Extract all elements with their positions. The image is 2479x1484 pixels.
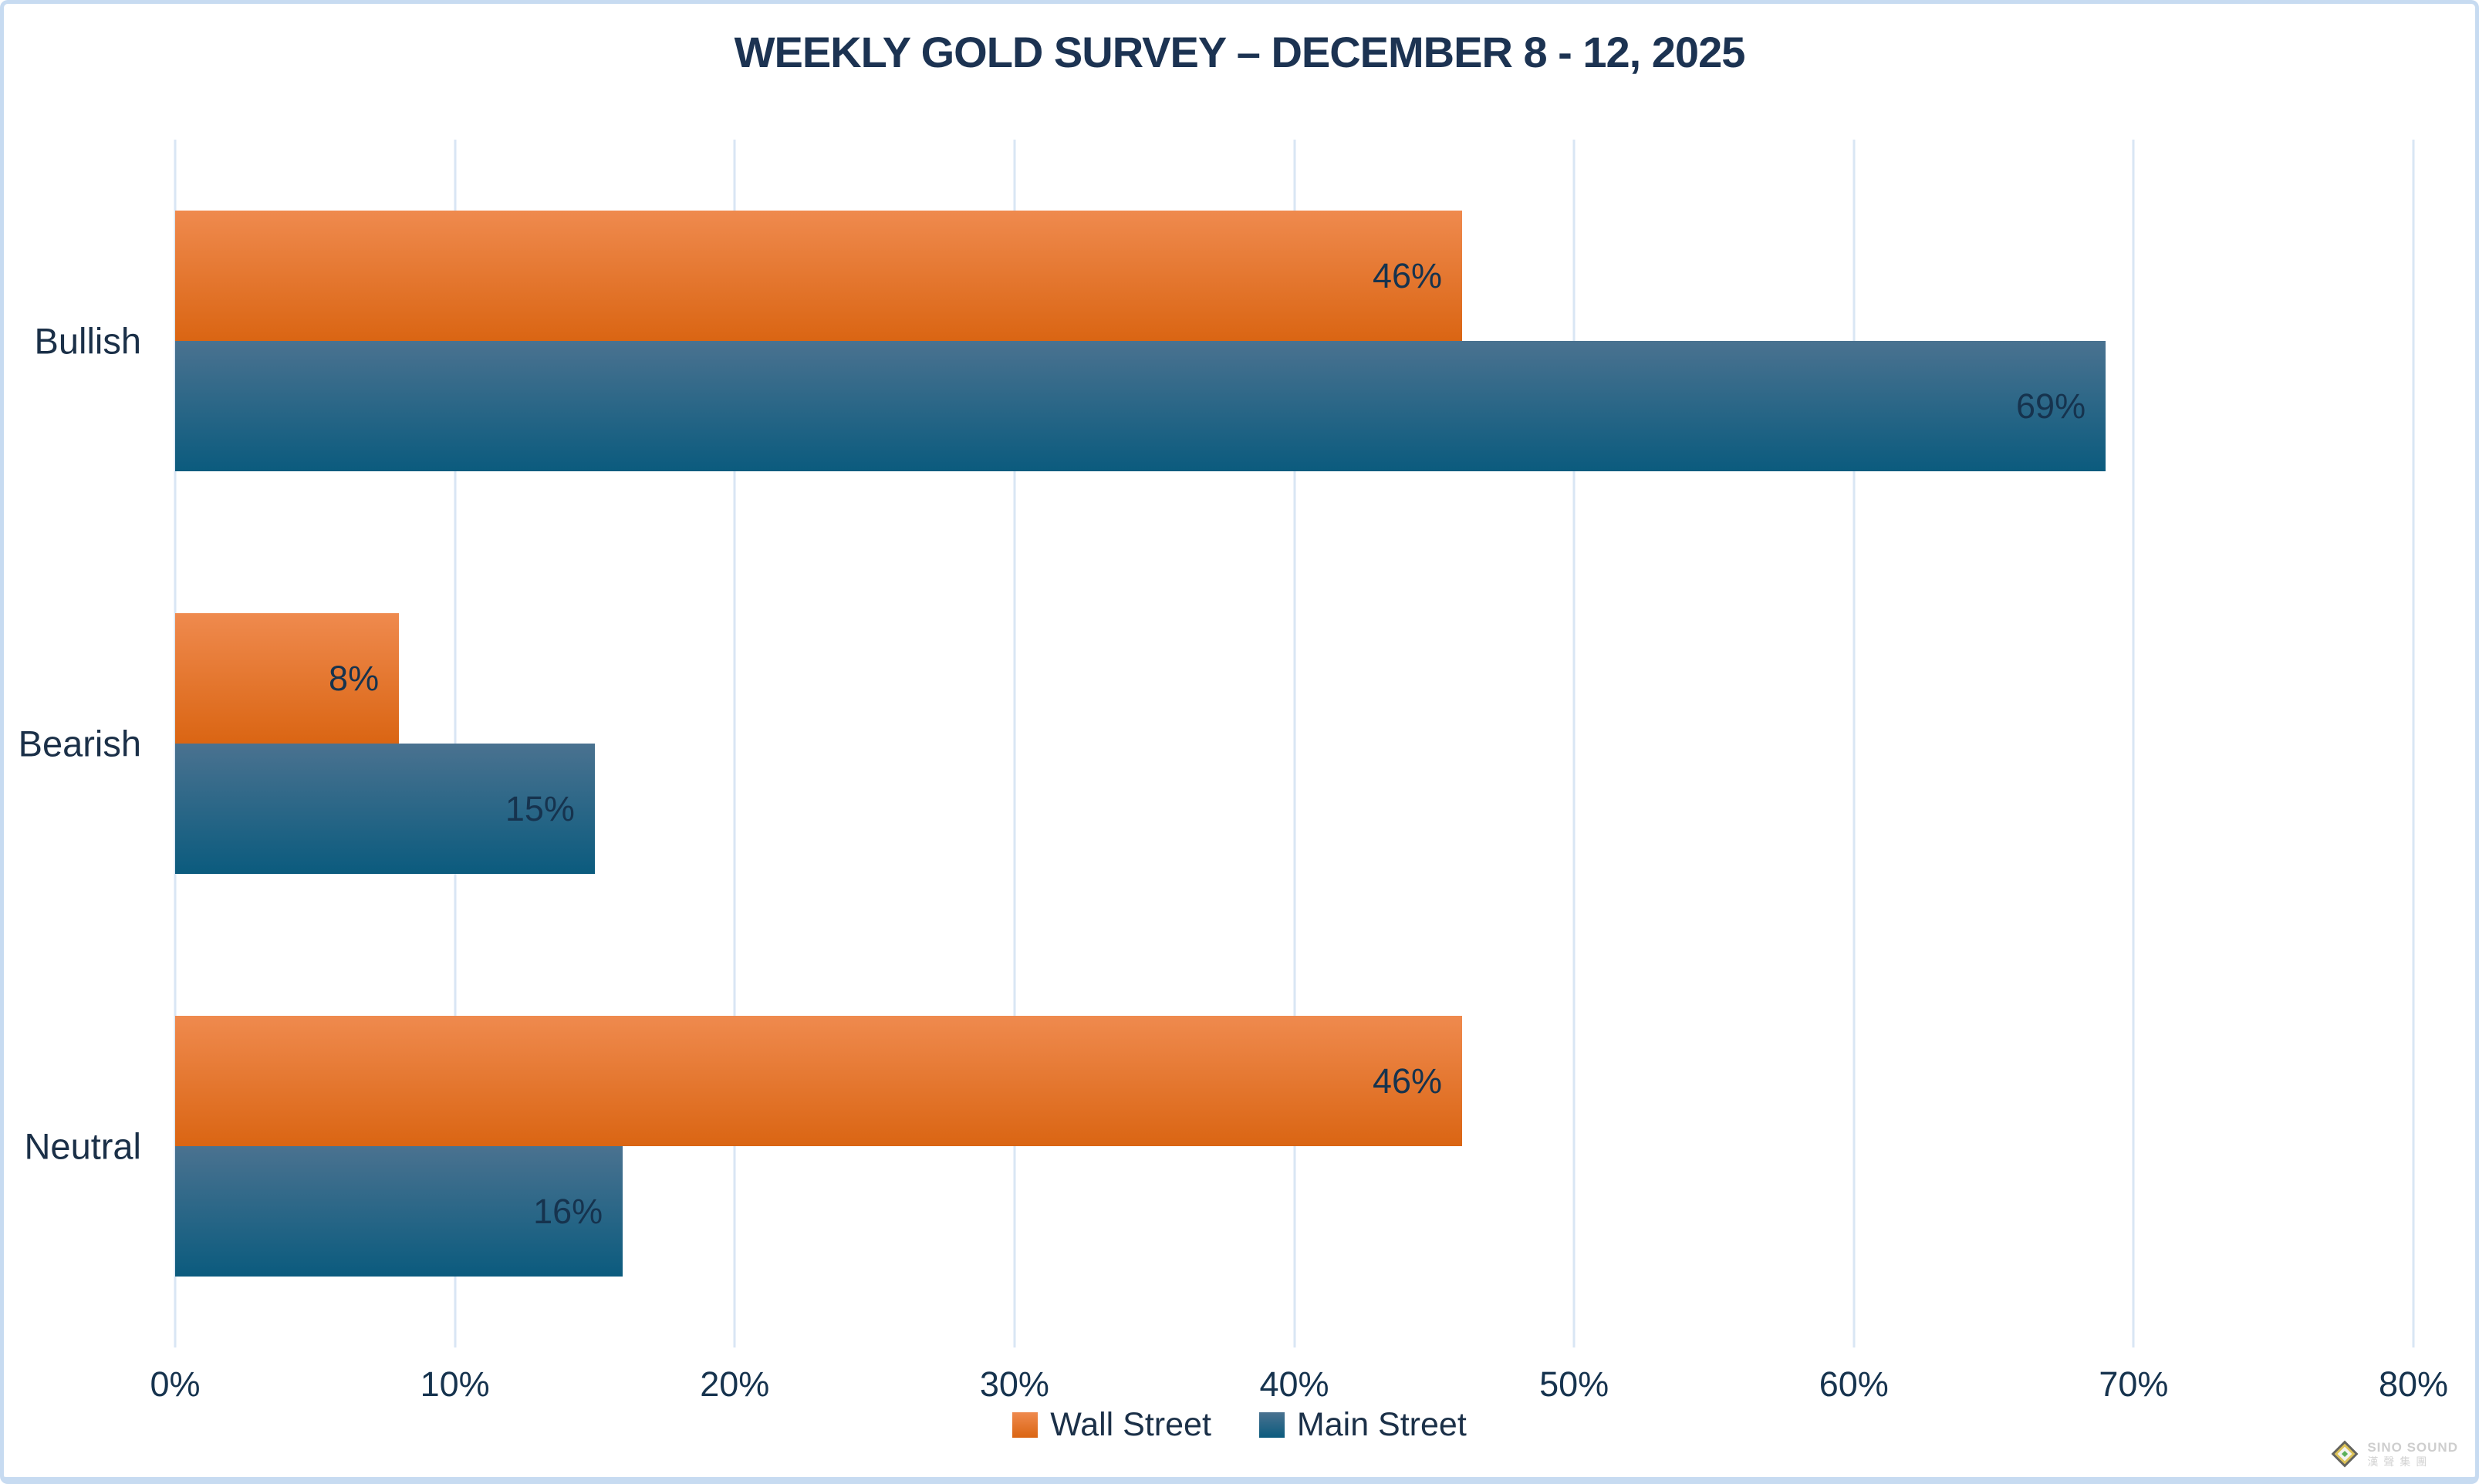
x-axis-tick-label: 30%	[979, 1364, 1049, 1404]
watermark-text: SINO SOUND 漢聲集團	[2367, 1440, 2458, 1468]
wall-street-swatch-icon	[1012, 1412, 1039, 1438]
gridline	[1852, 140, 1856, 1347]
x-axis-tick-label: 60%	[1819, 1364, 1889, 1404]
legend-label-main-street: Main Street	[1296, 1406, 1467, 1443]
bar-value-label: 69%	[2016, 386, 2086, 426]
x-axis-tick-label: 0%	[150, 1364, 201, 1404]
category-label-bullish: Bullish	[34, 320, 141, 362]
watermark: SINO SOUND 漢聲集團	[2330, 1438, 2458, 1469]
gridline	[2412, 140, 2415, 1347]
main-street-swatch-icon	[1258, 1412, 1285, 1438]
x-axis-tick-label: 20%	[700, 1364, 770, 1404]
category-label-neutral: Neutral	[24, 1125, 141, 1167]
watermark-line2: 漢聲集團	[2367, 1455, 2433, 1468]
gridline	[2132, 140, 2135, 1347]
bar-neutral-main-street: 16%	[175, 1146, 623, 1277]
sino-sound-diamond-icon	[2331, 1440, 2359, 1468]
gridline	[1293, 140, 1295, 1347]
plot-area: 0% 10% 20% 30% 40% 50% 60% 70% 80% Bullish 46% 69% B…	[19, 140, 2448, 1404]
bar-value-label: 8%	[329, 658, 380, 698]
bar-value-label: 46%	[1372, 1061, 1443, 1101]
bar-bullish-main-street: 69%	[175, 341, 2106, 471]
bar-neutral-wall-street: 46%	[175, 1016, 1463, 1146]
legend-item-wall-street: Wall Street	[1012, 1406, 1211, 1444]
legend: Wall Street Main Street	[4, 1406, 2475, 1444]
x-axis-tick-label: 50%	[1539, 1364, 1609, 1404]
bar-value-label: 16%	[533, 1191, 603, 1231]
watermark-line1: SINO SOUND	[2367, 1440, 2458, 1455]
bar-value-label: 15%	[505, 788, 575, 828]
bar-bearish-wall-street: 8%	[175, 613, 400, 744]
category-label-bearish: Bearish	[18, 723, 141, 764]
bar-bearish-main-street: 15%	[175, 744, 595, 874]
x-axis-tick-label: 70%	[2099, 1364, 2169, 1404]
x-axis-tick-label: 80%	[2378, 1364, 2449, 1404]
bar-bullish-wall-street: 46%	[175, 211, 1463, 341]
x-axis-tick-label: 10%	[420, 1364, 490, 1404]
legend-label-wall-street: Wall Street	[1050, 1406, 1211, 1443]
gridline	[1013, 140, 1016, 1347]
gridline	[733, 140, 736, 1347]
gridline	[1572, 140, 1576, 1347]
chart-title: WEEKLY GOLD SURVEY – DECEMBER 8 - 12, 20…	[734, 28, 1746, 76]
x-axis-tick-label: 40%	[1259, 1364, 1329, 1404]
bar-value-label: 46%	[1372, 255, 1443, 295]
legend-item-main-street: Main Street	[1258, 1406, 1467, 1444]
